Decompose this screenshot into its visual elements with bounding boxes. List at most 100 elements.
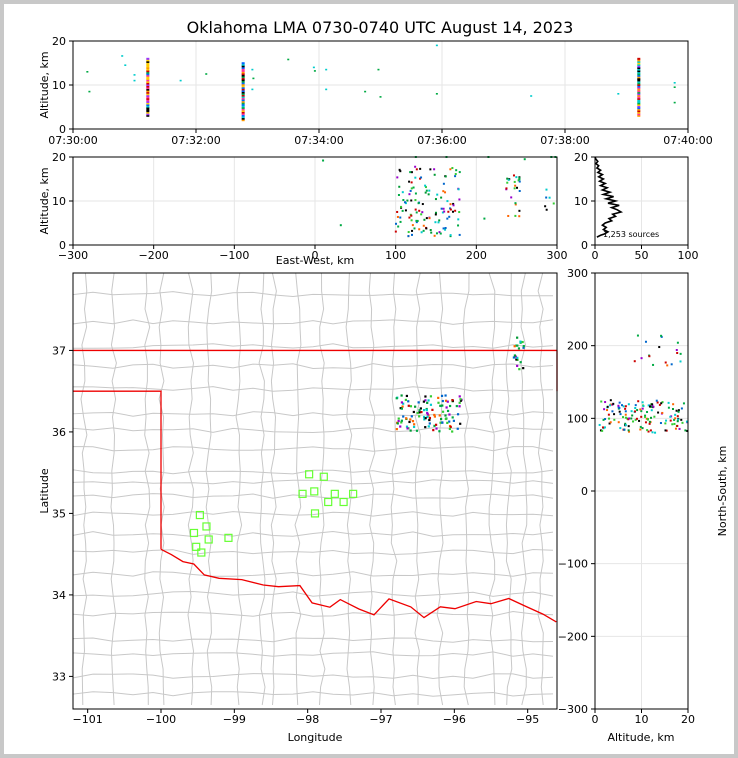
source-point <box>409 189 412 192</box>
source-point <box>146 94 150 97</box>
source-point <box>412 425 416 429</box>
source-point <box>241 105 245 108</box>
source-point <box>518 178 521 181</box>
source-point <box>441 211 444 214</box>
source-point <box>637 68 641 71</box>
source-point <box>505 187 508 190</box>
source-point <box>676 424 679 427</box>
source-point <box>241 113 245 116</box>
source-point <box>394 230 397 233</box>
source-point <box>648 422 651 425</box>
lma-figure: Oklahoma LMA 0730-0740 UTC August 14, 20… <box>38 18 729 744</box>
source-point <box>634 410 637 413</box>
source-point <box>251 68 254 71</box>
source-point <box>146 110 150 113</box>
north-south-tick-label: −100 <box>558 558 588 571</box>
source-point <box>438 414 441 417</box>
latitude-tick-label: 36 <box>52 426 66 439</box>
source-point <box>627 429 630 432</box>
source-point <box>441 404 444 407</box>
source-point <box>241 94 245 97</box>
source-point <box>410 214 413 217</box>
source-point <box>651 403 654 406</box>
source-point <box>399 216 402 219</box>
source-point <box>409 429 412 432</box>
source-point <box>425 227 428 230</box>
altitude-tick-label: 10 <box>574 195 588 208</box>
source-point <box>458 401 461 404</box>
north-south-tick-label: 100 <box>567 412 588 425</box>
source-point <box>679 360 682 363</box>
source-point <box>424 399 427 402</box>
county-line <box>144 272 151 706</box>
source-point <box>673 86 676 88</box>
longitude-tick-label: −100 <box>146 713 176 726</box>
source-point <box>454 209 457 212</box>
source-point <box>408 180 411 183</box>
source-point <box>408 420 411 424</box>
source-point <box>444 175 447 178</box>
source-point <box>458 171 461 174</box>
source-point <box>435 427 438 430</box>
source-point <box>241 86 245 89</box>
source-point <box>205 73 208 75</box>
source-point <box>241 117 245 120</box>
source-point <box>241 69 245 72</box>
source-point <box>434 423 438 426</box>
county-line <box>187 272 195 706</box>
source-point <box>433 424 436 427</box>
source-point <box>672 403 675 406</box>
altitude-tick-label: 20 <box>574 151 588 164</box>
lma-station-marker <box>310 487 319 496</box>
source-point <box>448 427 451 431</box>
source-point <box>530 95 533 97</box>
lma-station-marker <box>339 497 348 507</box>
source-point <box>641 407 644 410</box>
county-line <box>72 363 554 370</box>
source-point <box>449 203 452 206</box>
source-point <box>622 416 625 419</box>
source-point <box>146 84 150 86</box>
source-point <box>241 80 245 83</box>
source-point <box>457 188 460 191</box>
source-point <box>654 431 657 434</box>
source-point <box>241 91 245 94</box>
source-point <box>442 207 445 210</box>
source-point <box>428 217 431 220</box>
source-point <box>646 418 649 421</box>
source-point <box>121 55 124 57</box>
source-point <box>518 209 521 212</box>
source-point <box>427 414 430 417</box>
source-point <box>650 405 653 408</box>
source-point <box>241 83 245 86</box>
source-point <box>637 82 641 85</box>
source-point <box>624 422 627 425</box>
county-line <box>72 411 554 417</box>
source-point <box>516 356 519 359</box>
source-point <box>455 169 458 172</box>
source-point <box>666 364 669 367</box>
source-point <box>522 346 525 349</box>
source-point <box>664 361 667 364</box>
county-line <box>110 272 117 706</box>
county-line <box>488 272 496 706</box>
source-point <box>637 105 641 108</box>
source-point <box>410 415 413 418</box>
source-point <box>612 402 615 405</box>
longitude-tick-label: −97 <box>369 713 392 726</box>
source-point <box>146 87 150 90</box>
source-point <box>617 404 620 407</box>
county-line <box>72 610 554 617</box>
source-point <box>606 409 609 412</box>
source-point <box>607 413 610 416</box>
county-line <box>318 272 326 706</box>
source-point <box>513 187 516 190</box>
source-point <box>396 215 399 218</box>
source-point <box>637 111 641 114</box>
source-point <box>437 221 440 224</box>
source-point <box>417 401 420 404</box>
source-point <box>516 336 519 339</box>
source-point <box>397 225 400 228</box>
county-line <box>72 386 554 392</box>
east-west-tick-label: −100 <box>219 249 249 262</box>
